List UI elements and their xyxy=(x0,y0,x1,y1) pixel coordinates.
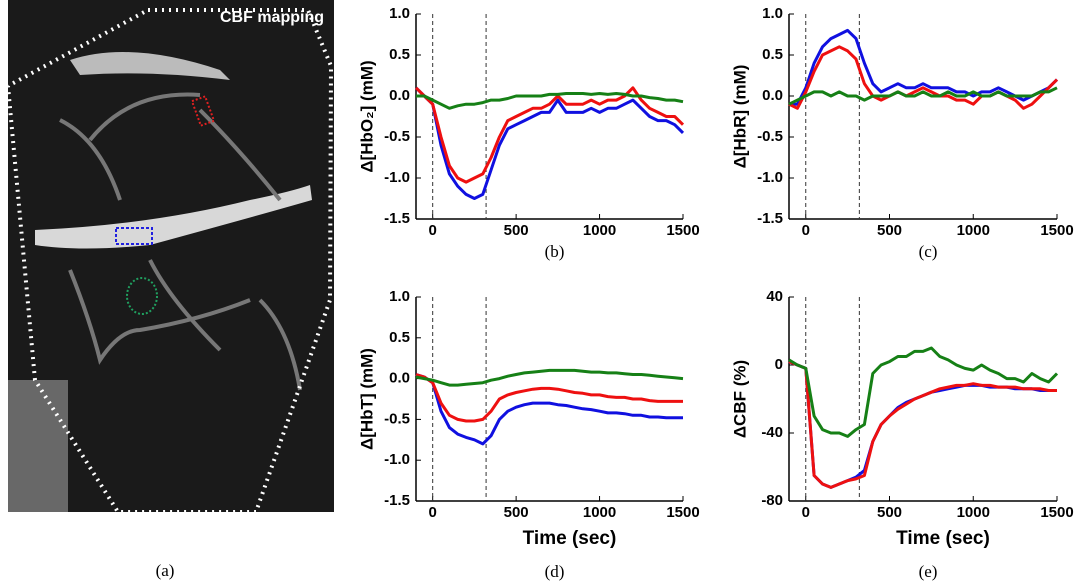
x-tick-label: 1000 xyxy=(957,222,990,239)
y-tick-label: -1.0 xyxy=(384,451,410,468)
y-tick-label: 0.5 xyxy=(389,46,410,63)
series-line xyxy=(415,368,684,387)
series-line xyxy=(788,86,1058,106)
y-tick-label: 0.0 xyxy=(389,370,410,387)
y-tick-label: 0.5 xyxy=(762,46,783,63)
image-region xyxy=(8,380,68,512)
series-line xyxy=(788,360,1057,489)
x-tick-label: 500 xyxy=(504,222,529,239)
series-line xyxy=(415,373,683,423)
caption: (b) xyxy=(545,242,565,261)
y-tick-label: -40 xyxy=(761,424,783,441)
y-tick-label: -1.0 xyxy=(384,169,410,186)
image-panel: CBF mapping (a) xyxy=(5,0,334,580)
y-tick-label: 0.0 xyxy=(389,87,410,104)
x-tick-label: 1500 xyxy=(666,504,699,521)
y-tick-label: -1.5 xyxy=(384,492,410,509)
y-tick-label: -0.5 xyxy=(384,128,410,145)
series-line xyxy=(415,373,683,446)
y-tick-label: -80 xyxy=(761,492,783,509)
y-tick-label: 0.0 xyxy=(762,87,783,104)
x-tick-label: 1000 xyxy=(957,504,990,521)
series-line xyxy=(416,92,684,110)
image-label: CBF mapping xyxy=(220,9,324,26)
series-line xyxy=(788,346,1059,438)
vessel xyxy=(35,185,312,249)
y-axis-label: Δ[HbO₂] (mM) xyxy=(357,60,376,172)
caption: (e) xyxy=(919,562,938,581)
chart: -80 -40 0 40 0 500 1000 1500 ΔCBF (%) Time (sec) (… xyxy=(730,288,1073,581)
y-tick-label: 40 xyxy=(766,288,783,305)
x-axis-label: Time (sec) xyxy=(523,528,617,549)
x-tick-label: 1000 xyxy=(583,222,616,239)
series-line xyxy=(788,45,1059,110)
y-tick-label: -0.5 xyxy=(757,128,783,145)
roi-green xyxy=(126,277,158,315)
x-tick-label: 1500 xyxy=(1040,222,1073,239)
x-tick-label: 0 xyxy=(429,504,437,521)
series-line xyxy=(414,86,685,200)
chart: -1.5 -1.0 -0.5 0.0 0.5 1.0 0 500 1000 1500 Δ[HbT] … xyxy=(357,288,699,581)
y-axis-label: Δ[HbT] (mM) xyxy=(357,348,376,450)
x-tick-label: 0 xyxy=(802,504,810,521)
vessel xyxy=(70,52,230,80)
y-axis-label: Δ[HbR] (mM) xyxy=(730,65,749,169)
x-tick-label: 1500 xyxy=(1040,504,1073,521)
chart: -1.5 -1.0 -0.5 0.0 0.5 1.0 0 500 1000 1500 Δ[HbR] … xyxy=(730,5,1073,261)
caption: (c) xyxy=(919,242,938,261)
x-tick-label: 0 xyxy=(802,222,810,239)
chart: -1.5 -1.0 -0.5 0.0 0.5 1.0 0 500 1000 1500 Δ[HbO₂]… xyxy=(357,5,699,261)
series-line xyxy=(414,86,685,184)
x-tick-label: 1500 xyxy=(666,222,699,239)
y-tick-label: -1.5 xyxy=(384,210,410,227)
y-tick-label: 0.5 xyxy=(389,329,410,346)
y-tick-label: -1.0 xyxy=(757,169,783,186)
caption: (a) xyxy=(156,561,175,580)
vessel xyxy=(59,92,302,391)
roi-boundary xyxy=(5,8,334,514)
y-axis-label: ΔCBF (%) xyxy=(730,360,749,438)
x-tick-label: 500 xyxy=(877,222,902,239)
x-tick-label: 500 xyxy=(504,504,529,521)
x-tick-label: 0 xyxy=(429,222,437,239)
y-tick-label: -1.5 xyxy=(757,210,783,227)
x-tick-label: 500 xyxy=(877,504,902,521)
caption: (d) xyxy=(545,562,565,581)
x-tick-label: 1000 xyxy=(583,504,616,521)
roi-blue xyxy=(115,227,153,245)
y-tick-label: 1.0 xyxy=(389,5,410,22)
y-tick-label: -0.5 xyxy=(384,410,410,427)
y-tick-label: 1.0 xyxy=(389,288,410,305)
x-axis-label: Time (sec) xyxy=(896,528,990,549)
y-tick-label: 0 xyxy=(775,356,783,373)
y-tick-label: 1.0 xyxy=(762,5,783,22)
